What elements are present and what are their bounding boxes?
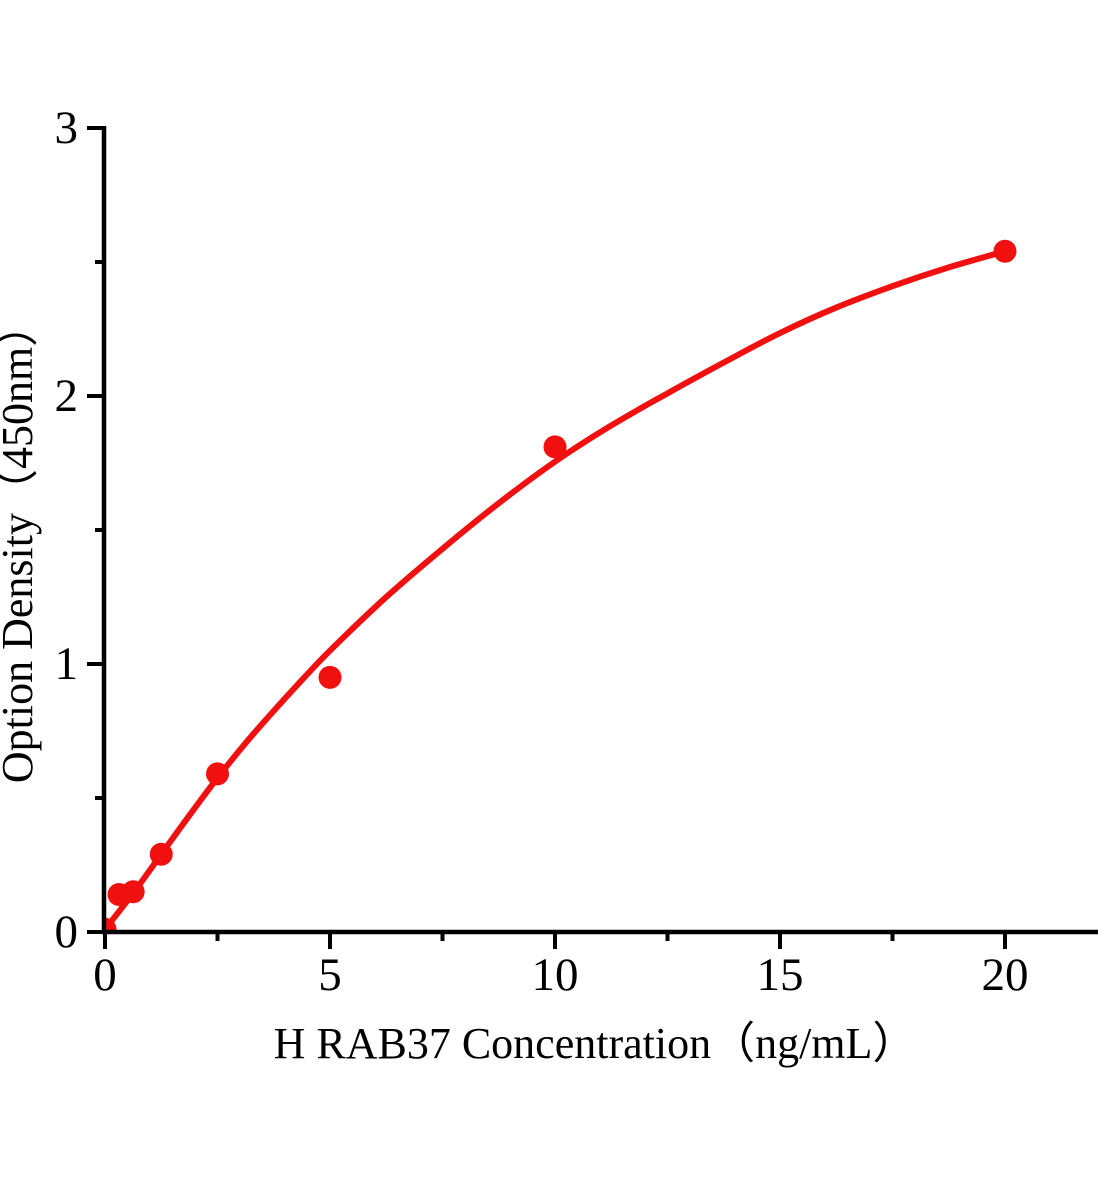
x-axis-title: H RAB37 Concentration（ng/mL） [274, 1019, 917, 1068]
y-tick-label: 3 [55, 102, 79, 154]
x-tick-label: 20 [982, 949, 1029, 1001]
plot-area [106, 239, 1017, 930]
data-point [121, 880, 145, 904]
x-tick-label: 10 [532, 949, 579, 1001]
data-point [318, 665, 342, 689]
y-axis-title: Option Density（450nm） [0, 303, 42, 783]
x-tick-label: 15 [757, 949, 804, 1001]
data-point [106, 917, 117, 930]
y-tick-label: 1 [55, 638, 79, 690]
data-point [149, 842, 173, 866]
fit-curve [106, 248, 1008, 930]
axes: 0 5 10 15 20 0 1 2 3 [55, 102, 1098, 1001]
data-point [206, 762, 229, 786]
data-point [543, 435, 567, 459]
data-point [993, 239, 1017, 263]
y-tick-label: 0 [55, 906, 79, 958]
x-tick-label: 0 [93, 949, 117, 1001]
y-tick-label: 2 [55, 370, 79, 422]
x-tick-label: 5 [318, 949, 342, 1001]
chart-generated-content: 0 5 10 15 20 0 1 2 3 [55, 102, 1098, 1001]
